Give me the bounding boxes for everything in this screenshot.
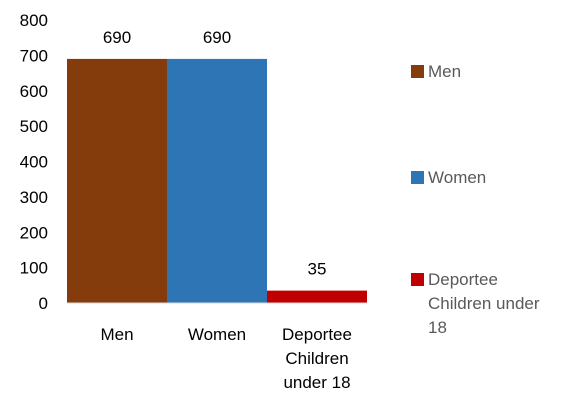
category-label: Deportee [282, 325, 352, 344]
category-label: Men [100, 325, 133, 344]
bars [67, 58, 367, 303]
y-tick-label: 700 [20, 46, 48, 65]
legend-label: Women [428, 168, 486, 187]
legend-label: Children under [428, 294, 540, 313]
data-label: 35 [308, 260, 327, 279]
bar-women [167, 58, 267, 303]
y-tick-label: 800 [20, 11, 48, 30]
legend: Men Women Deportee Children under 18 [411, 62, 540, 337]
legend-swatch [411, 171, 424, 184]
bar-deportee-children-under-18 [267, 290, 367, 303]
legend-swatch [411, 65, 424, 78]
bar-men [67, 58, 167, 303]
y-tick-label: 600 [20, 82, 48, 101]
legend-swatch [411, 273, 424, 286]
category-label: under 18 [283, 373, 350, 392]
y-tick-label: 0 [39, 294, 48, 313]
data-label: 690 [103, 28, 131, 47]
data-label: 690 [203, 28, 231, 47]
legend-label: 18 [428, 318, 447, 337]
category-label: Children [285, 349, 348, 368]
legend-label: Deportee [428, 270, 498, 289]
category-labels: Men Women Deportee Children under 18 [100, 325, 352, 392]
y-tick-label: 100 [20, 259, 48, 278]
legend-label: Men [428, 62, 461, 81]
y-tick-label: 200 [20, 223, 48, 242]
y-tick-label: 500 [20, 117, 48, 136]
y-tick-label: 400 [20, 153, 48, 172]
data-labels: 690 690 35 [103, 28, 327, 279]
y-tick-label: 300 [20, 188, 48, 207]
y-axis-ticks: 0 100 200 300 400 500 600 700 800 [20, 11, 48, 313]
category-label: Women [188, 325, 246, 344]
